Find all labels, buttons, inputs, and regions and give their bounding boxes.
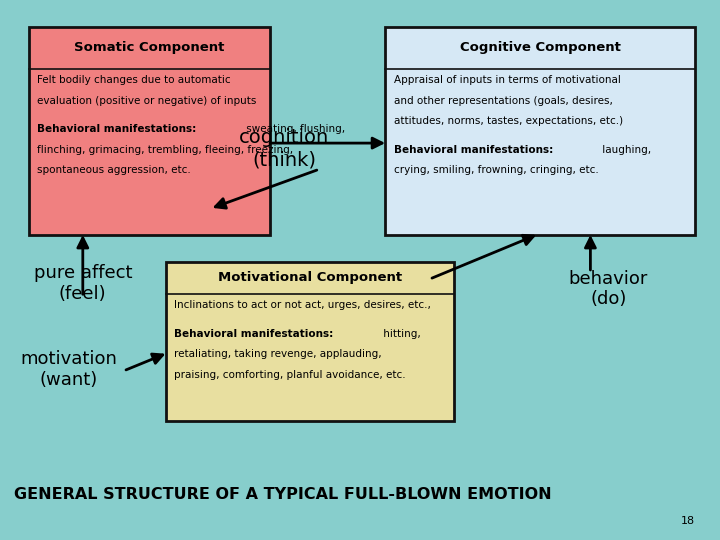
Text: evaluation (positive or negative) of inputs: evaluation (positive or negative) of inp… — [37, 96, 257, 106]
Text: spontaneous aggression, etc.: spontaneous aggression, etc. — [37, 165, 192, 176]
Text: motivation
(want): motivation (want) — [20, 350, 117, 389]
Text: 18: 18 — [680, 516, 695, 526]
Text: Behavioral manifestations:: Behavioral manifestations: — [37, 124, 197, 134]
Text: Motivational Component: Motivational Component — [217, 271, 402, 285]
Bar — [166, 262, 454, 421]
Text: pure affect
(feel): pure affect (feel) — [34, 264, 132, 303]
Text: hitting,: hitting, — [379, 329, 420, 339]
Text: and other representations (goals, desires,: and other representations (goals, desire… — [394, 96, 613, 106]
Bar — [385, 27, 695, 235]
Text: retaliating, taking revenge, applauding,: retaliating, taking revenge, applauding, — [174, 349, 382, 360]
Bar — [29, 27, 270, 235]
Text: Felt bodily changes due to automatic: Felt bodily changes due to automatic — [37, 75, 231, 85]
Text: sweating, flushing,: sweating, flushing, — [243, 124, 345, 134]
Text: behavior
(do): behavior (do) — [569, 269, 648, 308]
Text: Behavioral manifestations:: Behavioral manifestations: — [174, 329, 333, 339]
Text: Appraisal of inputs in terms of motivational: Appraisal of inputs in terms of motivati… — [394, 75, 621, 85]
Text: GENERAL STRUCTURE OF A TYPICAL FULL-BLOWN EMOTION: GENERAL STRUCTURE OF A TYPICAL FULL-BLOW… — [14, 487, 552, 502]
Text: flinching, grimacing, trembling, fleeing, freezing,: flinching, grimacing, trembling, fleeing… — [37, 145, 294, 155]
Text: Cognitive Component: Cognitive Component — [459, 41, 621, 55]
Text: laughing,: laughing, — [599, 145, 652, 155]
Text: Behavioral manifestations:: Behavioral manifestations: — [394, 145, 553, 155]
Text: crying, smiling, frowning, cringing, etc.: crying, smiling, frowning, cringing, etc… — [394, 165, 598, 176]
Text: Somatic Component: Somatic Component — [74, 41, 225, 55]
Text: Inclinations to act or not act, urges, desires, etc.,: Inclinations to act or not act, urges, d… — [174, 300, 431, 310]
Text: praising, comforting, planful avoidance, etc.: praising, comforting, planful avoidance,… — [174, 370, 406, 380]
Text: cognition
(think): cognition (think) — [239, 128, 330, 169]
Text: attitudes, norms, tastes, expectations, etc.): attitudes, norms, tastes, expectations, … — [394, 116, 623, 126]
